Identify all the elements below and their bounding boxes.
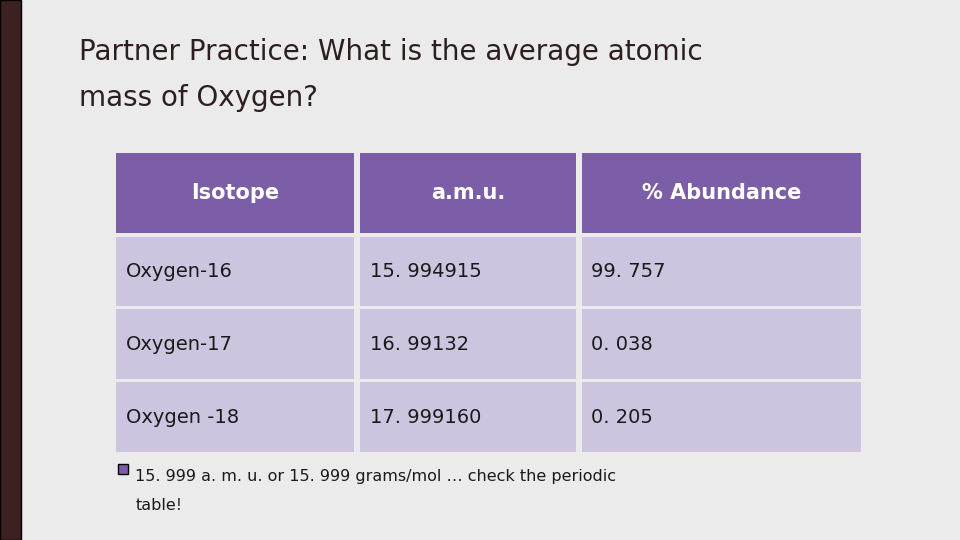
Text: Isotope: Isotope bbox=[191, 183, 279, 203]
Text: 15. 999 a. m. u. or 15. 999 grams/mol … check the periodic: 15. 999 a. m. u. or 15. 999 grams/mol … … bbox=[135, 469, 616, 484]
Text: Oxygen-16: Oxygen-16 bbox=[126, 262, 232, 281]
Text: % Abundance: % Abundance bbox=[641, 183, 801, 203]
Text: mass of Oxygen?: mass of Oxygen? bbox=[79, 84, 318, 112]
Text: 0. 038: 0. 038 bbox=[591, 335, 653, 354]
Text: Oxygen -18: Oxygen -18 bbox=[126, 408, 239, 427]
Text: a.m.u.: a.m.u. bbox=[431, 183, 505, 203]
Text: 0. 205: 0. 205 bbox=[591, 408, 653, 427]
Text: 17. 999160: 17. 999160 bbox=[370, 408, 481, 427]
Text: 99. 757: 99. 757 bbox=[591, 262, 665, 281]
Text: 16. 99132: 16. 99132 bbox=[370, 335, 468, 354]
Text: Oxygen-17: Oxygen-17 bbox=[126, 335, 232, 354]
Text: 15. 994915: 15. 994915 bbox=[370, 262, 482, 281]
Text: Partner Practice: What is the average atomic: Partner Practice: What is the average at… bbox=[79, 38, 703, 66]
Text: table!: table! bbox=[135, 498, 182, 514]
